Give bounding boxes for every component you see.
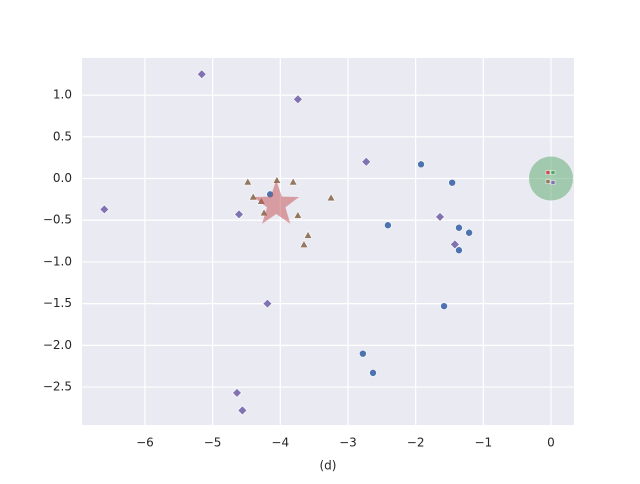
x-tick-label: −4 — [271, 436, 289, 450]
x-tick-label: −1 — [474, 436, 492, 450]
y-tick-label: 1.0 — [53, 88, 72, 102]
point — [361, 156, 372, 167]
point — [243, 177, 253, 186]
point — [293, 210, 303, 219]
icon — [550, 170, 556, 175]
point — [417, 160, 425, 169]
point — [288, 177, 298, 186]
point — [440, 302, 448, 310]
point — [449, 239, 460, 250]
y-tick-label: −1.5 — [43, 296, 72, 310]
point — [359, 349, 367, 358]
x-tick-label: −2 — [407, 436, 425, 450]
point — [253, 180, 300, 224]
plot-area — [82, 58, 574, 425]
point — [448, 178, 456, 187]
point — [455, 223, 463, 232]
point — [369, 369, 377, 377]
point — [528, 156, 573, 201]
point — [326, 193, 336, 202]
x-tick-label: −6 — [136, 436, 154, 450]
point — [232, 387, 242, 398]
icon — [550, 180, 556, 185]
point — [303, 230, 313, 239]
point — [234, 209, 244, 220]
point — [465, 228, 473, 237]
point — [299, 239, 309, 248]
y-tick-label: 0.5 — [53, 129, 72, 143]
y-tick-label: 0.0 — [53, 171, 72, 185]
icon — [545, 170, 551, 175]
x-axis-label: (d) — [320, 459, 337, 473]
point — [237, 405, 248, 416]
point — [292, 94, 303, 105]
point — [196, 69, 207, 80]
icon — [545, 179, 551, 184]
point — [99, 204, 110, 215]
y-tick-label: −1.0 — [43, 254, 72, 268]
y-tick-label: −2.5 — [43, 380, 72, 394]
x-tick-label: 0 — [547, 436, 555, 450]
y-tick-label: −0.5 — [43, 213, 72, 227]
point — [435, 211, 445, 222]
y-tick-label: −2.0 — [43, 338, 72, 352]
point — [455, 246, 463, 255]
point — [262, 298, 273, 309]
point — [384, 221, 392, 230]
x-tick-label: −5 — [204, 436, 222, 450]
x-tick-label: −3 — [339, 436, 357, 450]
